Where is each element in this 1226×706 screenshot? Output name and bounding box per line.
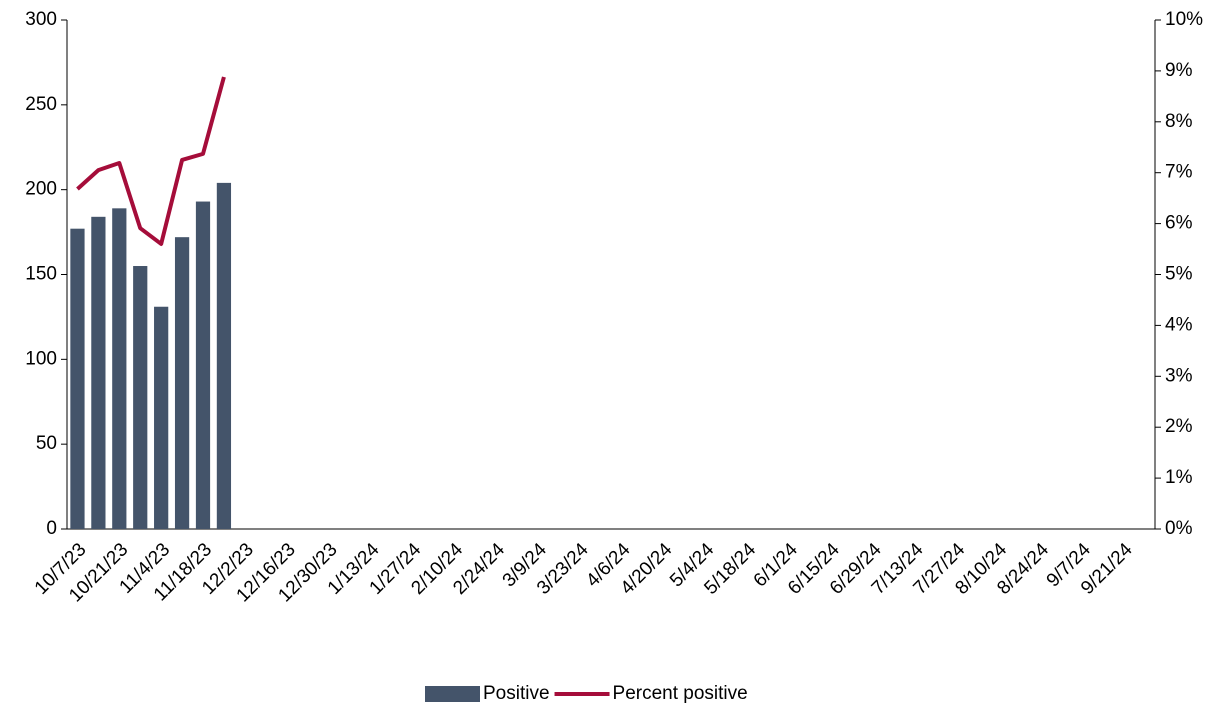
bar [91, 216, 106, 529]
y-tick-label: 250 [25, 94, 57, 115]
y-tick-label: 100 [25, 348, 57, 369]
y2-tick-label: 7% [1165, 162, 1193, 183]
y2-tick-label: 5% [1165, 264, 1193, 285]
bar [133, 266, 148, 529]
bar [70, 228, 85, 529]
y2-tick-label: 1% [1165, 467, 1193, 488]
y-tick-label: 300 [25, 9, 57, 30]
line [76, 76, 226, 246]
y2-tick-label: 2% [1165, 416, 1193, 437]
legend-label: Percent positive [613, 683, 748, 704]
y-tick-label: 0 [46, 518, 57, 539]
legend-swatch [425, 686, 480, 702]
y-tick-label: 50 [36, 433, 57, 454]
y-tick-label: 200 [25, 179, 57, 200]
y2-tick-label: 3% [1165, 365, 1193, 386]
bar [154, 306, 169, 529]
legend-label: Positive [483, 683, 550, 704]
y2-tick-label: 0% [1165, 518, 1193, 539]
y2-tick-label: 10% [1165, 9, 1203, 30]
y2-tick-label: 9% [1165, 60, 1193, 81]
y-tick-label: 150 [25, 264, 57, 285]
y2-tick-label: 4% [1165, 314, 1193, 335]
bar [112, 208, 127, 529]
bar [174, 237, 190, 529]
y2-tick-label: 8% [1165, 111, 1193, 132]
bar [195, 201, 211, 529]
y2-tick-label: 6% [1165, 213, 1193, 234]
bar [216, 182, 232, 529]
